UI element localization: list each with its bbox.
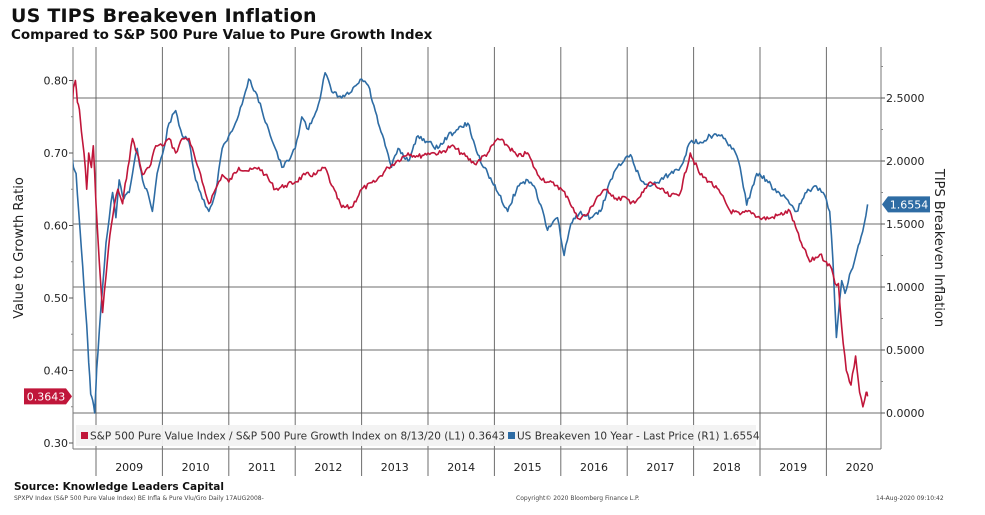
- callout-breakeven: [882, 196, 930, 213]
- right-tick-label: 0.0000: [886, 407, 925, 420]
- right-tick-label: 1.0000: [886, 281, 925, 294]
- x-tick-label: 2012: [314, 461, 342, 474]
- x-tick-label: 2018: [713, 461, 741, 474]
- right-tick-label: 0.5000: [886, 344, 925, 357]
- series-layer: [73, 72, 869, 414]
- callout-label-breakeven: 1.6554: [890, 198, 929, 211]
- right-axis: 0.0000 0.5000 1.0000 1.5000 2.0000 2.5000: [881, 66, 925, 420]
- last-value-callouts: 0.3643 1.6554: [24, 196, 930, 405]
- x-tick-label: 2011: [248, 461, 276, 474]
- right-tick-label: 2.0000: [886, 155, 925, 168]
- chart-subtitle: Compared to S&P 500 Pure Value to Pure G…: [11, 27, 433, 43]
- legend-label-breakeven: US Breakeven 10 Year - Last Price (R1) 1…: [517, 431, 760, 443]
- x-tick-label: 2015: [514, 461, 542, 474]
- left-tick-label: 0.70: [44, 147, 69, 160]
- source-note: Source: Knowledge Leaders Capital: [14, 481, 224, 493]
- legend-swatch-value-growth: [81, 432, 88, 439]
- right-tick-label: 1.5000: [886, 218, 925, 231]
- left-tick-label: 0.40: [44, 365, 69, 378]
- series-line-value-growth: [73, 79, 869, 408]
- x-tick-label: 2009: [115, 461, 143, 474]
- left-tick-label: 0.50: [44, 292, 69, 305]
- x-tick-label: 2010: [182, 461, 210, 474]
- legend-swatch-breakeven: [508, 432, 515, 439]
- chart-title: US TIPS Breakeven Inflation: [11, 5, 317, 27]
- x-tick-label: 2020: [846, 461, 874, 474]
- x-tick-label: 2013: [381, 461, 409, 474]
- right-axis-title: TIPS Breakeven Inflation: [931, 168, 946, 327]
- callout-value-growth: [24, 388, 72, 405]
- x-tick-label: 2014: [447, 461, 475, 474]
- x-tick-label: 2019: [779, 461, 807, 474]
- left-tick-label: 0.30: [44, 437, 69, 450]
- left-tick-label: 0.60: [44, 220, 69, 233]
- timestamp: 14-Aug-2020 09:10:42: [876, 495, 944, 502]
- callout-label-value-growth: 0.3643: [27, 390, 66, 403]
- left-axis: 0.30 0.40 0.50 0.60 0.70 0.80: [44, 75, 73, 450]
- copyright: Copyright© 2020 Bloomberg Finance L.P.: [516, 495, 640, 502]
- right-tick-label: 2.5000: [886, 92, 925, 105]
- legend-label-value-growth: S&P 500 Pure Value Index / S&P 500 Pure …: [90, 431, 505, 443]
- series-info: SPXPV Index (S&P 500 Pure Value Index) B…: [14, 495, 264, 502]
- x-tick-label: 2017: [646, 461, 674, 474]
- grid-layer: [73, 47, 881, 476]
- x-tick-label: 2016: [580, 461, 608, 474]
- left-tick-label: 0.80: [44, 75, 69, 88]
- legend: S&P 500 Pure Value Index / S&P 500 Pure …: [76, 425, 760, 446]
- x-axis: 2009 2010 2011 2012 2013 2014 2015 2016 2017 2018…: [115, 461, 873, 474]
- series-line-breakeven: [73, 72, 869, 414]
- legend-box: [76, 425, 756, 446]
- left-axis-title: Value to Growth Ratio: [12, 177, 27, 319]
